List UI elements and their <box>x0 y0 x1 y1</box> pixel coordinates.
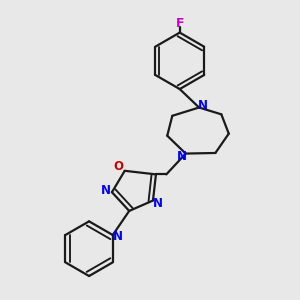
Text: N: N <box>177 150 187 163</box>
Text: N: N <box>198 99 208 112</box>
Text: N: N <box>152 197 162 210</box>
Text: F: F <box>176 16 184 30</box>
Text: N: N <box>100 184 110 197</box>
Text: O: O <box>114 160 124 173</box>
Text: N: N <box>113 230 123 243</box>
